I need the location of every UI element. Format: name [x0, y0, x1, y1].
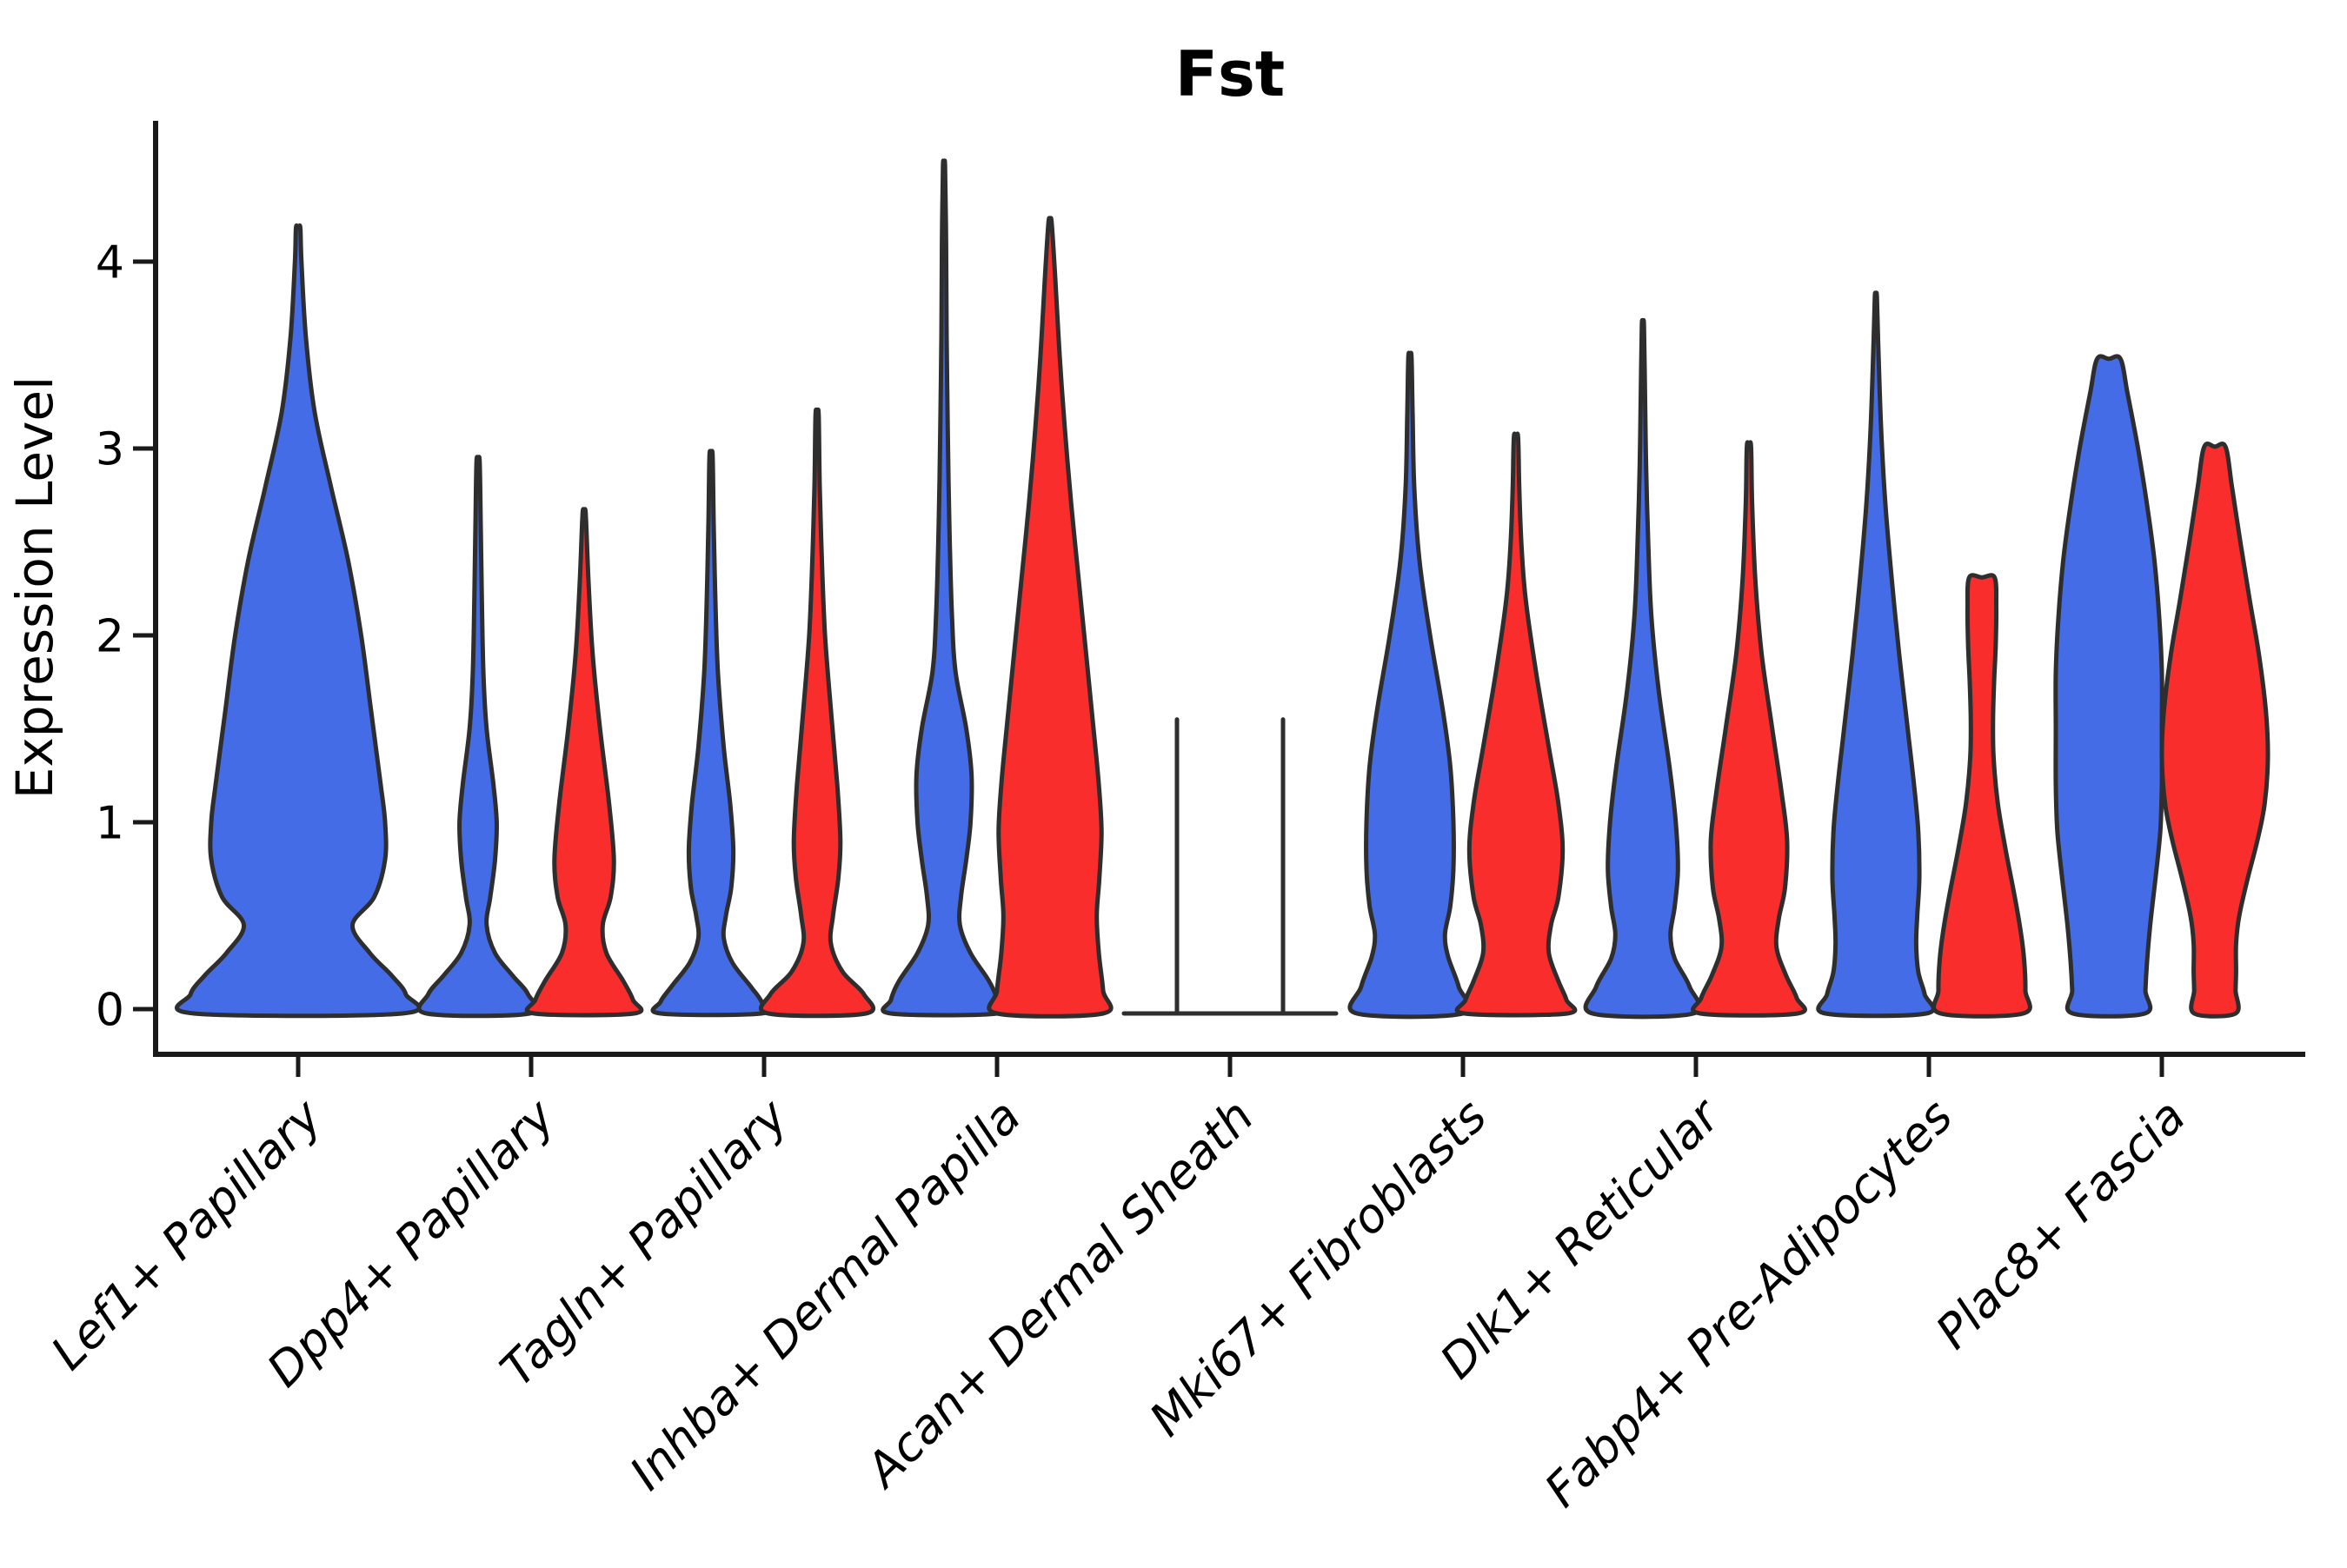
y-axis-label: Expression Level	[5, 376, 64, 799]
x-tick-label: Inhba+ Dermal Papilla	[619, 1089, 1031, 1501]
x-tick-label: Acan+ Dermal Sheath	[854, 1089, 1264, 1499]
violin-layer	[175, 158, 2271, 1020]
violin-blue	[1816, 290, 1936, 1019]
y-tick-label: 4	[96, 237, 124, 289]
x-tick-label: Plac8+ Fascia	[1925, 1089, 2196, 1359]
violin-blue	[1347, 350, 1473, 1020]
violin-red	[758, 407, 876, 1019]
violin-blue	[1583, 317, 1703, 1020]
violin-red	[987, 216, 1114, 1019]
violin-red	[1691, 440, 1807, 1018]
y-tick-label: 2	[96, 611, 124, 663]
y-tick-label: 0	[96, 985, 124, 1037]
violin-red	[2159, 442, 2271, 1019]
violin-red	[1931, 573, 2032, 1019]
y-tick-label: 1	[96, 798, 124, 850]
violin-blue	[2053, 354, 2164, 1019]
violin-blue	[650, 448, 772, 1018]
violin-blue	[881, 158, 1007, 1018]
plot-title: Fst	[1175, 37, 1285, 110]
x-tick-label: Fabp4+ Pre-Adipocytes	[1534, 1089, 1963, 1518]
violin-red	[1454, 431, 1578, 1018]
violin-red	[524, 507, 644, 1018]
violin-blue	[416, 455, 540, 1019]
violin-blue	[175, 223, 422, 1019]
y-tick-label: 3	[96, 424, 124, 476]
